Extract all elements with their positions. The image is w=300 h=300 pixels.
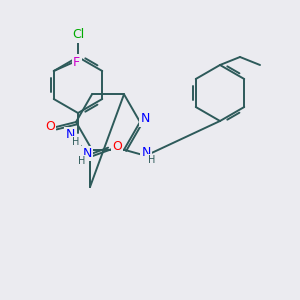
Text: Cl: Cl <box>72 28 84 41</box>
Text: F: F <box>73 56 80 68</box>
Text: H: H <box>148 155 156 165</box>
Text: N: N <box>141 146 151 159</box>
Text: H: H <box>72 137 80 147</box>
Text: N: N <box>140 112 150 125</box>
Text: H: H <box>78 156 86 166</box>
Text: O: O <box>112 140 122 154</box>
Text: N: N <box>65 128 75 142</box>
Text: N: N <box>82 147 92 160</box>
Text: O: O <box>45 121 55 134</box>
